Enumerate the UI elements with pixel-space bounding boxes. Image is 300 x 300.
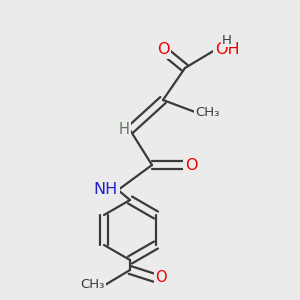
Text: O: O xyxy=(157,43,169,58)
Text: CH₃: CH₃ xyxy=(81,278,105,292)
Text: H: H xyxy=(222,34,232,46)
Text: O: O xyxy=(185,158,197,172)
Text: NH: NH xyxy=(94,182,118,197)
Text: OH: OH xyxy=(215,43,240,58)
Text: CH₃: CH₃ xyxy=(195,106,219,118)
Text: O: O xyxy=(155,271,166,286)
Text: H: H xyxy=(119,122,130,137)
